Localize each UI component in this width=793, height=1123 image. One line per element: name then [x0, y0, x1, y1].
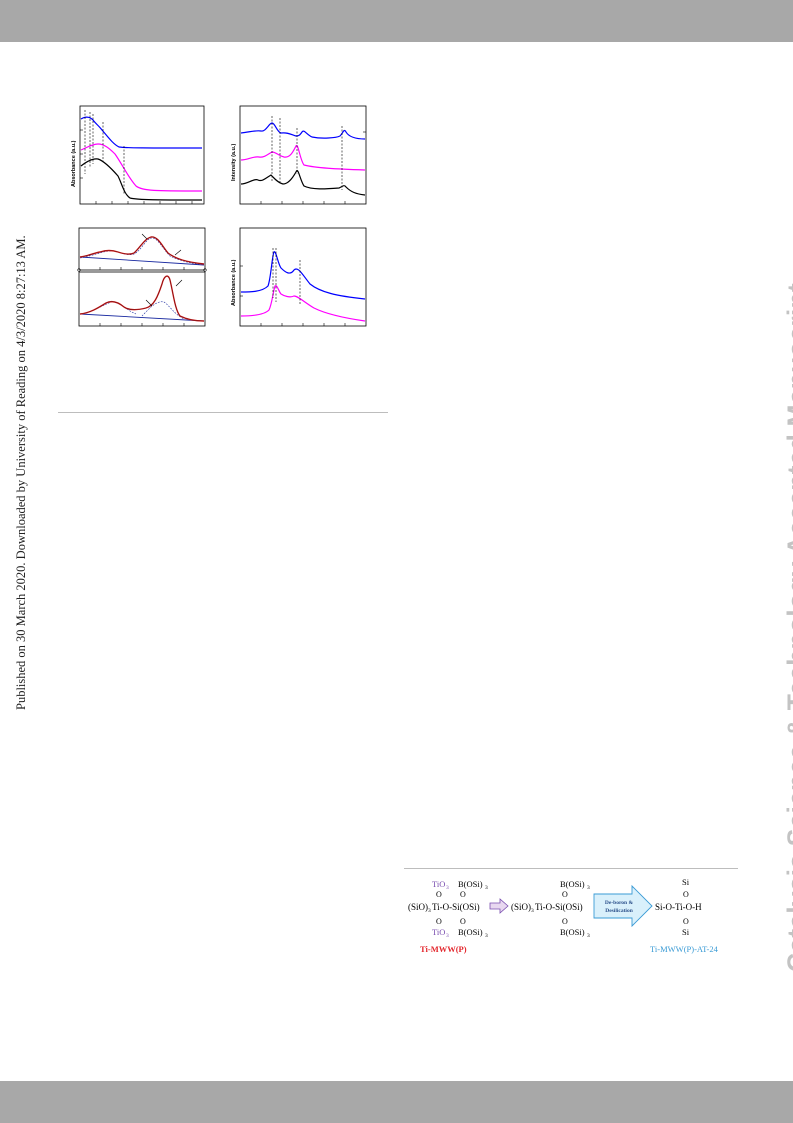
uv-series-magenta: [80, 143, 203, 192]
ir-series-blue: [240, 251, 366, 300]
xrd-plot-frame: [239, 105, 367, 205]
fit-lower-arrow-1: [175, 279, 183, 287]
fit-upper-arrow-2: [174, 249, 182, 256]
figure-panel-uv: Absorbance (a.u.): [66, 102, 208, 208]
scheme-middle-center-sub: 3: [531, 908, 534, 914]
scheme-right-o-1: O: [683, 890, 689, 899]
reaction-scheme: TiO 3 B(OSi) 3 O O (SiO) 3 Ti-O-Si(OSi) …: [404, 866, 744, 966]
ir-ticks: [240, 265, 346, 326]
uv-ylabel: Absorbance (a.u.): [71, 140, 77, 187]
journal-watermark-text: Catalysis Science & Technology Accepted …: [782, 283, 793, 972]
uv-ticks: [80, 129, 193, 204]
scheme-left-center: (SiO): [408, 902, 428, 912]
scheme-left-bottom-boron: B(OSi): [458, 927, 483, 937]
ir-plot-frame: [239, 227, 367, 327]
figure-panel-xrd: Intensity (a.u.): [226, 102, 370, 208]
scheme-left-o-4: O: [460, 917, 466, 926]
figure-panel-fit: [76, 226, 208, 332]
scheme-right-center: Si-O-Ti-O-H: [655, 902, 702, 912]
footer-band: [0, 1081, 793, 1123]
fit-axis-marker-right: [203, 268, 207, 272]
scheme-right-o-2: O: [683, 917, 689, 926]
fit-lower-arrow-2: [145, 299, 153, 307]
scheme-left-bottom-tio: TiO: [432, 927, 445, 937]
fit-axis-marker-left: [77, 268, 81, 272]
fit-upper-component: [79, 237, 205, 266]
scheme-arrow-label-1: De-boron &: [605, 900, 634, 906]
publication-note-text: Published on 30 March 2020. Downloaded b…: [14, 235, 28, 710]
scheme-structure-right: Si O Si-O-Ti-O-H O Si Ti-MWW(P)-AT-24: [650, 877, 719, 954]
scheme-label-right: Ti-MWW(P)-AT-24: [650, 944, 719, 954]
scheme-arrow-small: [489, 898, 509, 914]
header-band: [0, 0, 793, 42]
uv-marker-lines: [84, 110, 125, 194]
fit-upper-arrow-1: [141, 233, 148, 240]
xrd-ticks: [260, 131, 366, 204]
scheme-left-o-2: O: [460, 890, 466, 899]
xrd-ylabel: Intensity (a.u.): [231, 144, 237, 181]
uv-series-black: [80, 158, 203, 201]
scheme-left-top-boron-sub: 3: [485, 885, 488, 891]
scheme-middle-center-tail: Ti-O-Si(OSi): [535, 902, 583, 912]
uv-series-blue: [80, 116, 203, 149]
scheme-left-top-boron: B(OSi): [458, 879, 483, 889]
fit-lower-component-2: [141, 301, 185, 320]
scheme-left-top-tio: TiO: [432, 879, 445, 889]
scheme-left-o-1: O: [436, 890, 442, 899]
section-rule-upper: [58, 412, 388, 413]
scheme-left-center-tail: Ti-O-Si(OSi): [432, 902, 480, 912]
ir-marker-lines: [272, 248, 301, 304]
scheme-label-left: Ti-MWW(P): [420, 944, 467, 954]
scheme-middle-top-sub: 3: [587, 885, 590, 891]
fit-lower-data: [79, 275, 205, 322]
fit-lower-envelope: [79, 275, 205, 322]
xrd-series-blue: [240, 122, 366, 140]
scheme-structure-left: TiO 3 B(OSi) 3 O O (SiO) 3 Ti-O-Si(OSi) …: [408, 879, 488, 954]
scheme-middle-o-1: O: [562, 890, 568, 899]
uv-plot-frame: [79, 105, 205, 205]
xrd-series-black: [240, 170, 366, 196]
scheme-right-bottom: Si: [682, 927, 690, 937]
scheme-left-bottom-boron-sub: 3: [485, 933, 488, 939]
fit-upper-envelope: [79, 236, 205, 265]
scheme-left-center-sub: 3: [428, 908, 431, 914]
scheme-middle-center: (SiO): [511, 902, 531, 912]
ir-series-magenta: [240, 285, 366, 322]
scheme-left-o-3: O: [436, 917, 442, 926]
fit-upper-data: [79, 236, 205, 265]
scheme-middle-bottom: B(OSi): [560, 927, 585, 937]
fit-lower-baseline: [79, 313, 205, 322]
scheme-arrow-large: De-boron & Desilication: [593, 884, 653, 928]
scheme-arrow-label-2: Desilication: [605, 908, 633, 914]
section-rule-lower: [404, 868, 738, 869]
scheme-left-bottom-tio-sub: 3: [446, 933, 449, 939]
scheme-middle-top: B(OSi): [560, 879, 585, 889]
scheme-structure-middle: B(OSi) 3 O (SiO) 3 Ti-O-Si(OSi) O B(OSi)…: [511, 879, 590, 939]
scheme-middle-o-2: O: [562, 917, 568, 926]
scheme-middle-bottom-sub: 3: [587, 933, 590, 939]
ir-ylabel: Absorbance (a.u.): [231, 259, 237, 306]
xrd-series-magenta: [240, 144, 366, 171]
fit-upper-baseline: [79, 256, 205, 266]
fit-ticks: [99, 267, 185, 326]
xrd-marker-lines: [271, 116, 343, 190]
scheme-right-top: Si: [682, 877, 690, 887]
scheme-left-top-tio-sub: 3: [446, 885, 449, 891]
figure-panel-ir: Absorbance (a.u.): [226, 226, 370, 332]
